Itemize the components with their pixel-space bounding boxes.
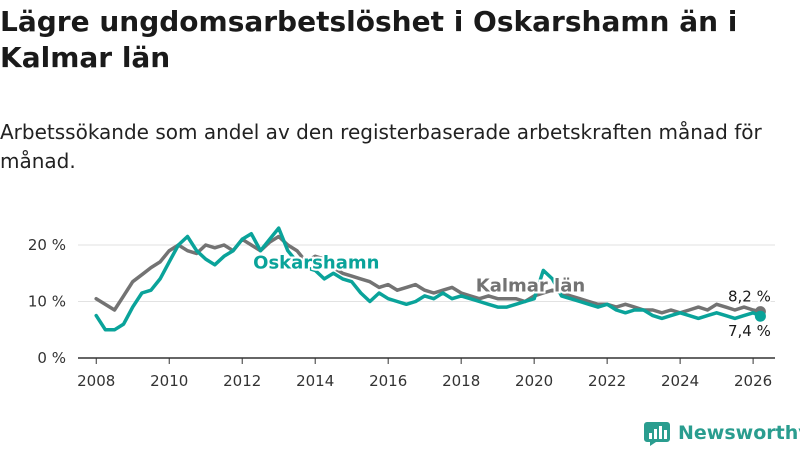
end-value-label-kalmar-l-n: 8,2 % — [728, 288, 771, 306]
x-tick-label: 2008 — [77, 372, 115, 390]
x-tick-label: 2018 — [442, 372, 480, 390]
x-tick-label: 2014 — [296, 372, 334, 390]
x-tick-label: 2020 — [515, 372, 553, 390]
x-tick-label: 2016 — [369, 372, 407, 390]
y-tick-label: 0 % — [37, 349, 66, 367]
brand-name: Newsworthy — [678, 422, 800, 444]
x-tick-label: 2010 — [150, 372, 188, 390]
x-tick-label: 2012 — [223, 372, 261, 390]
series-label-kalmar-l-n: Kalmar län — [476, 275, 585, 296]
chart-title: Lägre ungdomsarbetslöshet i Oskarshamn ä… — [0, 5, 738, 74]
series-label-oskarshamn: Oskarshamn — [253, 253, 379, 274]
x-tick-label: 2022 — [588, 372, 626, 390]
chart-subtitle: Arbetssökande som andel av den registerb… — [0, 120, 762, 173]
end-value-label-oskarshamn: 7,4 % — [728, 322, 771, 340]
y-tick-label: 10 % — [28, 293, 66, 311]
series-line-oskarshamn — [94, 226, 763, 332]
y-tick-label: 20 % — [28, 236, 66, 254]
newsworthy-logo-icon — [644, 422, 670, 446]
brand-logo: Newsworthy — [644, 418, 800, 448]
x-tick-label: 2026 — [734, 372, 772, 390]
x-tick-label: 2024 — [661, 372, 699, 390]
series-line-kalmar-l-n — [94, 234, 763, 315]
end-point-oskarshamn — [754, 310, 766, 322]
